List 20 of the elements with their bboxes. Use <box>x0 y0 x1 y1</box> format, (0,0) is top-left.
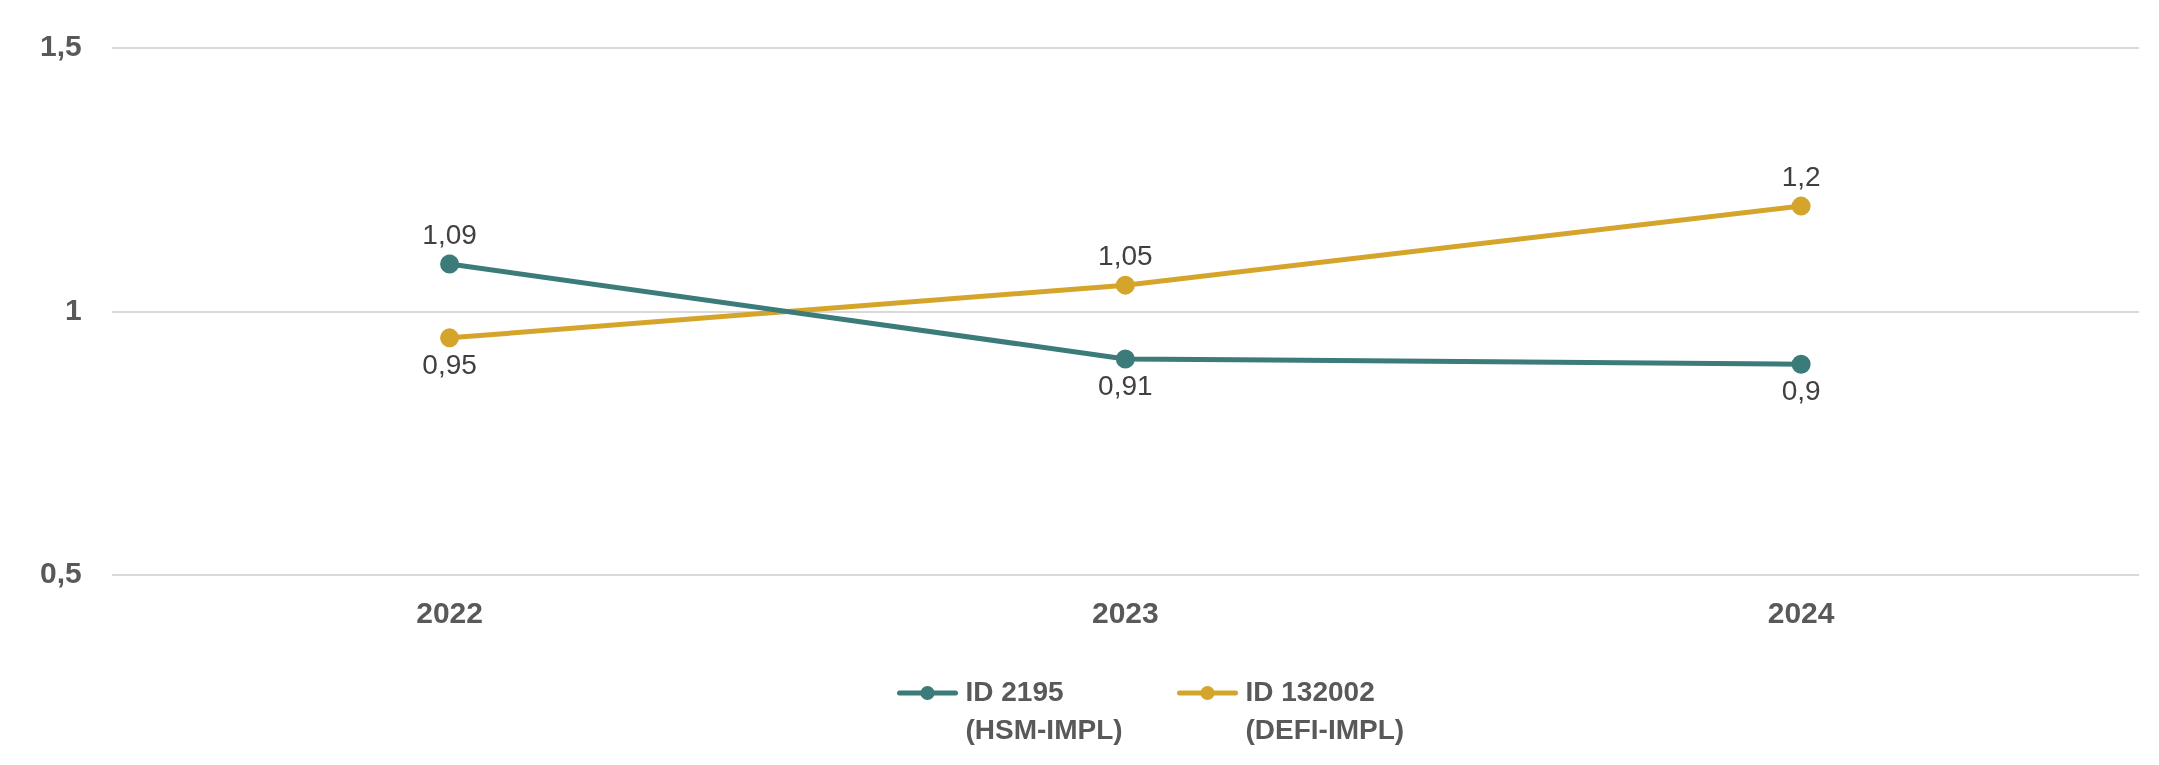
y-tick-label: 0,5 <box>39 556 82 590</box>
legend-label: ID 2195 (HSM-IMPL) <box>965 675 1123 745</box>
x-tick-label: 2023 <box>1091 596 1159 630</box>
data-label: 1,2 <box>1781 160 1821 192</box>
y-tick-label: 1 <box>65 292 82 326</box>
point <box>1115 349 1135 369</box>
data-label: 0,9 <box>1781 374 1821 406</box>
point <box>440 254 460 274</box>
point <box>1791 354 1811 374</box>
point <box>1791 196 1811 216</box>
data-label: 1,09 <box>422 218 477 250</box>
y-tick-label: 1,5 <box>39 29 82 63</box>
x-tick-label: 2022 <box>416 596 483 630</box>
point <box>1115 275 1135 295</box>
x-tick-label: 2024 <box>1767 596 1835 630</box>
data-label: 0,95 <box>422 348 477 380</box>
point <box>440 328 460 348</box>
data-label: 1,05 <box>1098 239 1153 271</box>
legend-label: ID 132002 (DEFI-IMPL) <box>1245 675 1405 745</box>
data-label: 0,91 <box>1098 369 1153 401</box>
